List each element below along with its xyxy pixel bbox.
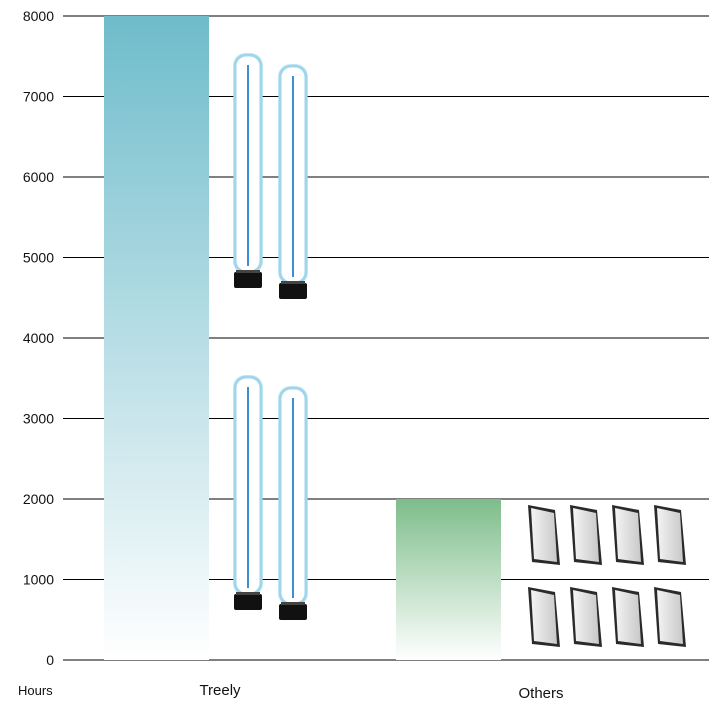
category-label-treely: Treely	[199, 682, 241, 699]
filter-panel-icon	[570, 587, 602, 647]
y-tick-label: 2000	[23, 491, 54, 507]
uv-lamp-icon	[233, 375, 263, 610]
uv-lamp-icon	[233, 53, 263, 288]
bars	[104, 16, 501, 660]
y-tick-label: 8000	[23, 8, 54, 24]
illustrations	[233, 53, 686, 647]
category-label-others: Others	[518, 685, 563, 702]
filter-panel-icon	[612, 587, 644, 647]
filter-panel-icon	[654, 587, 686, 647]
uv-lamp-icon	[278, 64, 308, 299]
filter-panel-icon	[654, 505, 686, 565]
bar-others	[396, 499, 501, 660]
y-axis-unit-label: Hours	[18, 683, 53, 698]
y-tick-label: 5000	[23, 250, 54, 266]
uv-lamp-icon	[278, 386, 308, 620]
y-tick-label: 6000	[23, 169, 54, 185]
y-tick-label: 4000	[23, 330, 54, 346]
filter-panel-icon	[528, 505, 560, 565]
y-tick-label: 1000	[23, 572, 54, 588]
y-tick-label: 3000	[23, 411, 54, 427]
filter-panel-icon	[570, 505, 602, 565]
bar-treely	[104, 16, 209, 660]
y-axis-ticks: 0 1000 2000 3000 4000 5000 6000 7000 8000	[23, 8, 54, 668]
labels: Hours Treely Others	[18, 682, 564, 702]
filter-panel-icon	[528, 587, 560, 647]
filter-panel-icon	[612, 505, 644, 565]
y-tick-label: 0	[46, 652, 54, 668]
y-tick-label: 7000	[23, 89, 54, 105]
